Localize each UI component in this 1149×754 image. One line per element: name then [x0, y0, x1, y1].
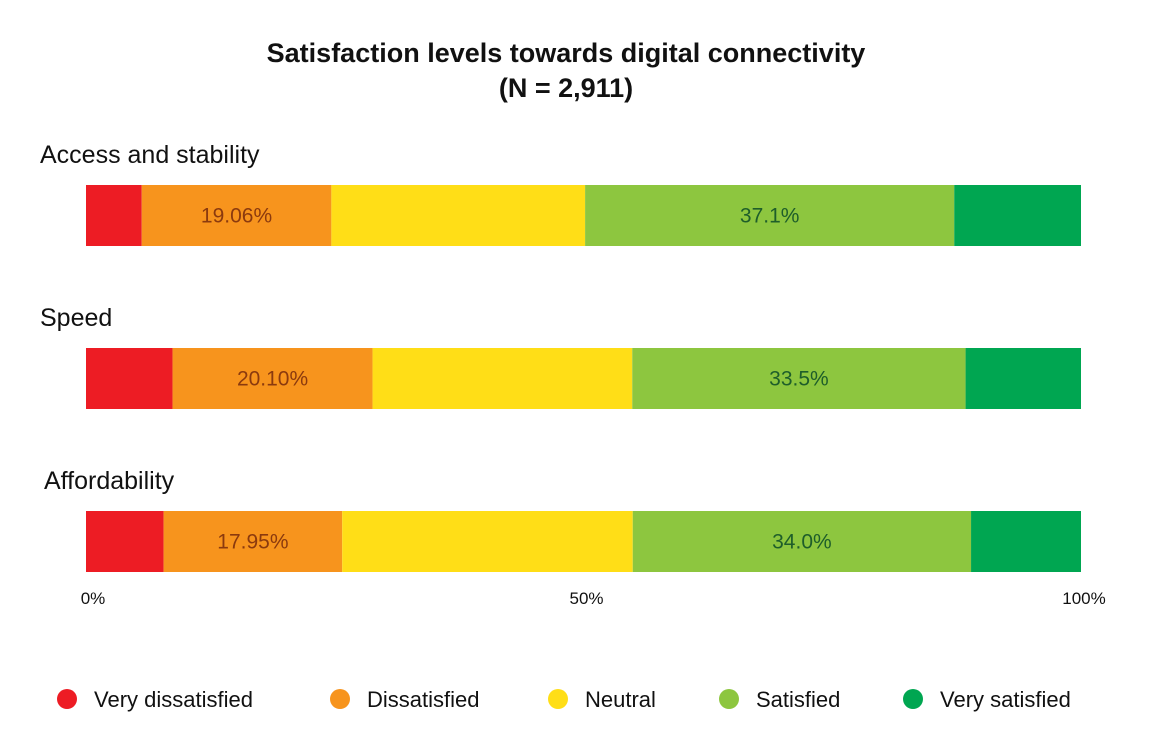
legend: Very dissatisfied Dissatisfied Neutral Sati…	[57, 687, 1071, 712]
legend-label-very-dissatisfied: Very dissatisfied	[94, 687, 253, 712]
chart-title: Satisfaction levels towards digital conn…	[267, 38, 866, 68]
bar-segment-access-and-stability-satisfied	[585, 185, 955, 246]
legend-label-very-satisfied: Very satisfied	[940, 687, 1071, 712]
legend-swatch-dissatisfied	[330, 689, 350, 709]
bar-segment-access-and-stability-very-dissatisfied	[86, 185, 142, 246]
bar-segment-access-and-stability-very-satisfied	[954, 185, 1081, 246]
bar-segment-speed-satisfied	[632, 348, 966, 409]
x-tick-label: 50%	[569, 589, 603, 608]
legend-swatch-satisfied	[719, 689, 739, 709]
legend-label-satisfied: Satisfied	[756, 687, 840, 712]
data-label-affordability-dissatisfied: 17.95%	[217, 531, 288, 554]
x-axis-ticks: 0% 50% 100%	[81, 589, 1106, 608]
bar-segment-speed-dissatisfied	[172, 348, 373, 409]
bars-group: Access and stability 19.06% 37.1% Speed 20.1…	[40, 141, 1081, 572]
bar-segment-affordability-very-satisfied	[971, 511, 1081, 572]
legend-label-dissatisfied: Dissatisfied	[367, 687, 479, 712]
bar-segment-affordability-dissatisfied	[163, 511, 343, 572]
bar-segment-affordability-satisfied	[632, 511, 972, 572]
chart-subtitle: (N = 2,911)	[499, 73, 633, 103]
legend-swatch-very-satisfied	[903, 689, 923, 709]
data-label-speed-dissatisfied: 20.10%	[237, 368, 308, 391]
data-label-access-and-stability-satisfied: 37.1%	[740, 205, 800, 228]
legend-swatch-very-dissatisfied	[57, 689, 77, 709]
data-label-access-and-stability-dissatisfied: 19.06%	[201, 205, 272, 228]
bar-segment-speed-very-satisfied	[965, 348, 1081, 409]
category-label-access-and-stability: Access and stability	[40, 141, 260, 169]
category-label-speed: Speed	[40, 304, 112, 332]
bar-segment-affordability-very-dissatisfied	[86, 511, 164, 572]
legend-label-neutral: Neutral	[585, 687, 656, 712]
bar-segment-speed-neutral	[372, 348, 633, 409]
legend-swatch-neutral	[548, 689, 568, 709]
bar-segment-speed-very-dissatisfied	[86, 348, 173, 409]
data-label-affordability-satisfied: 34.0%	[772, 531, 832, 554]
data-label-speed-satisfied: 33.5%	[769, 368, 829, 391]
bar-segment-access-and-stability-neutral	[331, 185, 586, 246]
bar-segment-affordability-neutral	[342, 511, 633, 572]
category-label-affordability: Affordability	[44, 467, 175, 495]
x-tick-label: 0%	[81, 589, 106, 608]
x-tick-label: 100%	[1062, 589, 1105, 608]
bar-segment-access-and-stability-dissatisfied	[141, 185, 332, 246]
